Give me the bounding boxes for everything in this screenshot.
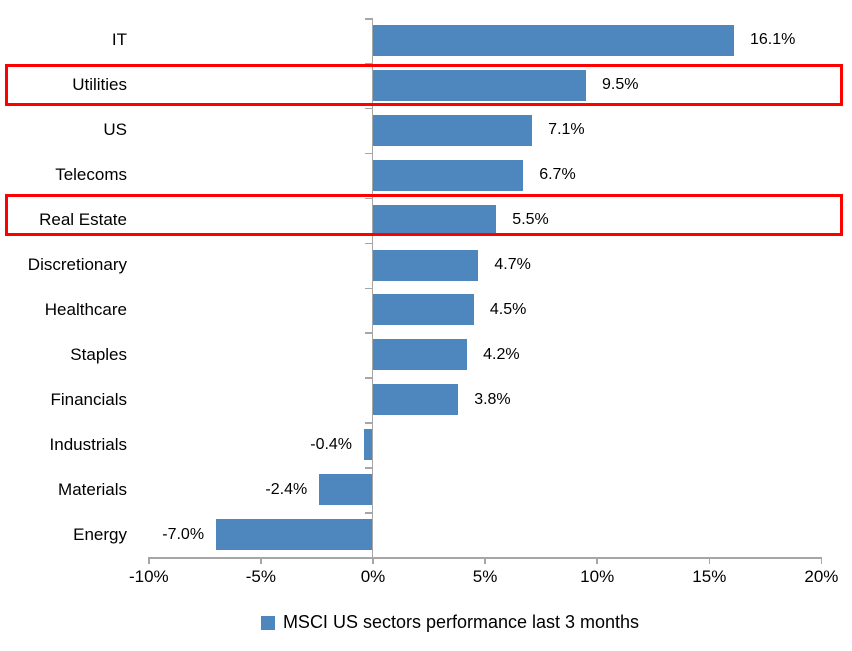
x-axis-tick [484, 557, 486, 564]
value-label: 5.5% [512, 211, 549, 229]
value-label: 4.2% [483, 345, 520, 363]
x-tick-label: -5% [245, 567, 276, 586]
category-axis-tick [364, 242, 372, 245]
category-label: Financials [50, 389, 127, 409]
x-tick-label: 0% [360, 567, 386, 586]
legend-label: MSCI US sectors performance last 3 month… [282, 612, 640, 632]
value-label: -2.4% [265, 480, 308, 498]
value-label: 3.8% [474, 390, 511, 408]
category-axis-tick [364, 18, 372, 20]
bar-us [373, 114, 533, 146]
value-label: 7.1% [548, 121, 585, 139]
x-tick-label: 15% [692, 567, 727, 586]
category-axis-tick [364, 107, 372, 110]
legend: MSCI US sectors performance last 3 month… [24, 612, 852, 633]
value-label: -0.4% [310, 435, 353, 453]
category-axis-line [371, 18, 373, 557]
bar-real-estate [373, 204, 497, 236]
category-label: Utilities [72, 75, 127, 95]
highlight-box-utilities [5, 63, 843, 106]
category-label: Energy [73, 524, 127, 544]
bar-healthcare [373, 294, 474, 326]
bar-telecoms [373, 159, 524, 191]
x-axis-tick [708, 557, 711, 564]
category-axis-tick [364, 467, 372, 469]
bar-discretionary [373, 249, 479, 281]
category-axis-tick [364, 332, 372, 334]
category-label: Telecoms [55, 165, 127, 185]
category-label: Staples [70, 344, 127, 364]
x-axis-tick [260, 557, 262, 564]
x-tick-label: -10% [128, 567, 169, 586]
category-axis-tick [364, 152, 372, 155]
x-axis-tick [596, 557, 598, 564]
x-axis-tick [820, 557, 823, 564]
x-tick-label: 5% [472, 567, 498, 586]
x-axis-tick [148, 557, 150, 564]
category-label: Real Estate [39, 210, 127, 230]
category-label: IT [111, 30, 127, 50]
x-axis-tick [372, 557, 374, 564]
category-label: Healthcare [44, 299, 127, 319]
category-axis-tick [364, 197, 372, 200]
value-label: 4.5% [489, 300, 527, 318]
bar-materials [319, 474, 373, 506]
value-label: 6.7% [539, 166, 576, 184]
category-axis-tick [364, 377, 372, 379]
value-label: 16.1% [749, 31, 796, 49]
bar-financials [373, 384, 459, 416]
bar-energy [216, 519, 373, 551]
x-tick-label: 20% [804, 567, 839, 586]
category-axis-tick [364, 422, 372, 424]
bar-staples [373, 339, 468, 371]
legend-swatch-icon [260, 615, 275, 630]
x-tick-label: 10% [580, 567, 615, 586]
category-axis-tick [364, 62, 372, 65]
category-axis-tick [364, 287, 372, 290]
value-label: -7.0% [162, 525, 205, 543]
category-label: Industrials [49, 434, 127, 454]
bar-utilities [373, 69, 586, 101]
category-label: Discretionary [27, 255, 127, 275]
category-axis-tick [364, 512, 372, 514]
value-label: 9.5% [601, 76, 639, 94]
category-label: US [103, 120, 127, 140]
highlight-box-real-estate [5, 193, 843, 236]
category-label: Materials [58, 479, 127, 499]
value-label: 4.7% [494, 256, 531, 274]
bar-it [373, 24, 734, 56]
bar-industrials [364, 429, 373, 461]
